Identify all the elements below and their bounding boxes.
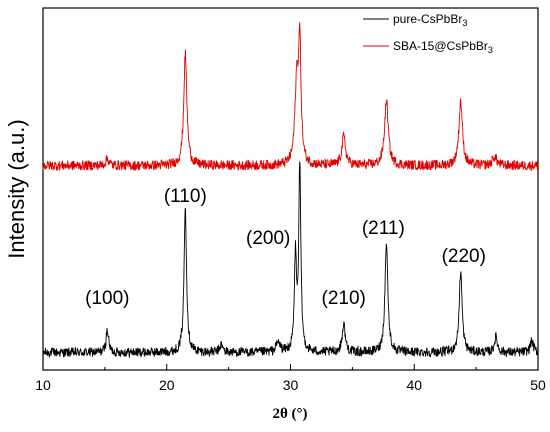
y-axis-title: Intensity (a.u.) [4, 119, 29, 258]
plot-frame [42, 7, 539, 371]
x-tick-label: 40 [406, 377, 422, 393]
x-tick-label: 10 [35, 377, 51, 393]
x-tick-label: 50 [530, 377, 546, 393]
series-line-sba15-cspbbr3 [42, 22, 539, 172]
x-axis-title: 2θ (°) [272, 406, 307, 422]
series-line-pure-cspbbr3 [42, 161, 539, 359]
peak-label: (220) [442, 246, 486, 267]
peak-label: (110) [164, 186, 207, 207]
legend: pure-CsPbBr3 SBA-15@CsPbBr3 [363, 12, 493, 55]
x-tick-label: 20 [159, 377, 175, 393]
legend-label-pure-cspbbr3: pure-CsPbBr3 [393, 12, 467, 28]
legend-label-sba15-cspbbr3: SBA-15@CsPbBr3 [393, 39, 493, 55]
x-tick-label: 30 [283, 377, 299, 393]
series-group [42, 22, 539, 359]
x-axis-ticks: 10 20 30 40 50 [35, 364, 546, 393]
peak-annotations: (100) (110) (200) (210) (211) (220) [85, 186, 486, 309]
peak-label: (210) [322, 288, 366, 309]
peak-label: (100) [85, 288, 129, 309]
peak-label: (200) [246, 228, 290, 249]
peak-label: (211) [362, 218, 405, 239]
